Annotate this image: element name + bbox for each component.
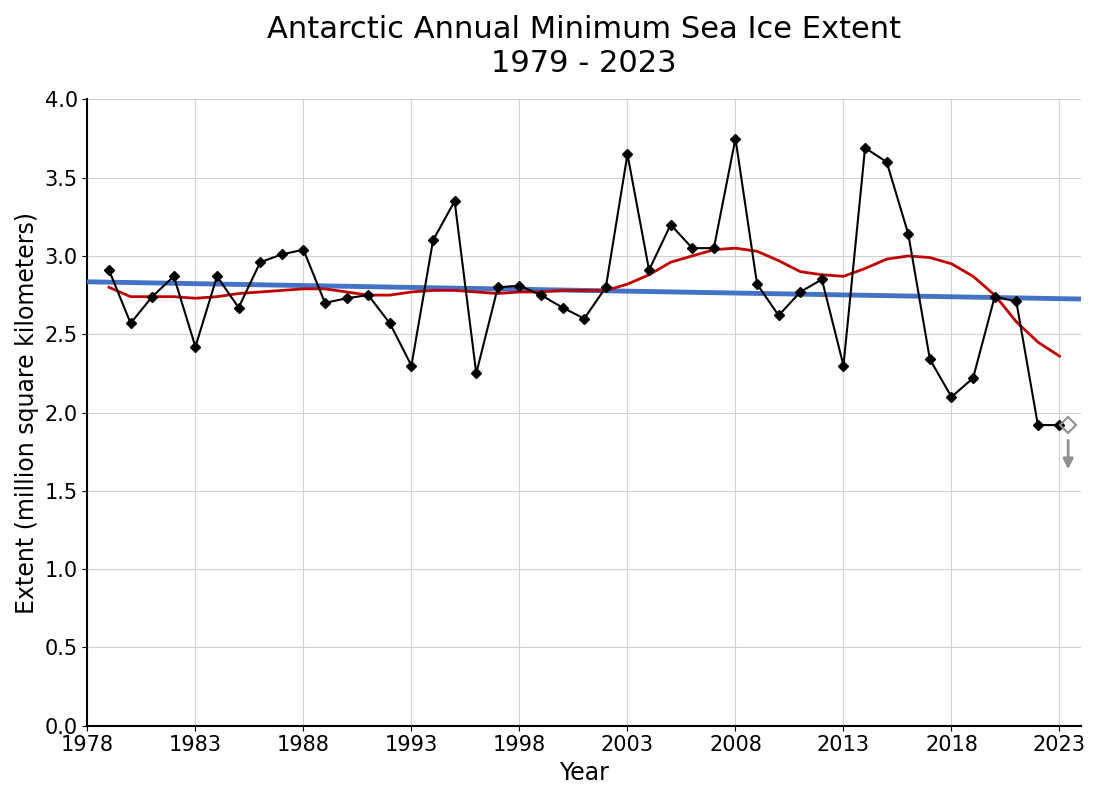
X-axis label: Year: Year xyxy=(560,761,609,785)
Title: Antarctic Annual Minimum Sea Ice Extent
1979 - 2023: Antarctic Annual Minimum Sea Ice Extent … xyxy=(267,15,901,78)
Y-axis label: Extent (million square kilometers): Extent (million square kilometers) xyxy=(15,211,39,614)
